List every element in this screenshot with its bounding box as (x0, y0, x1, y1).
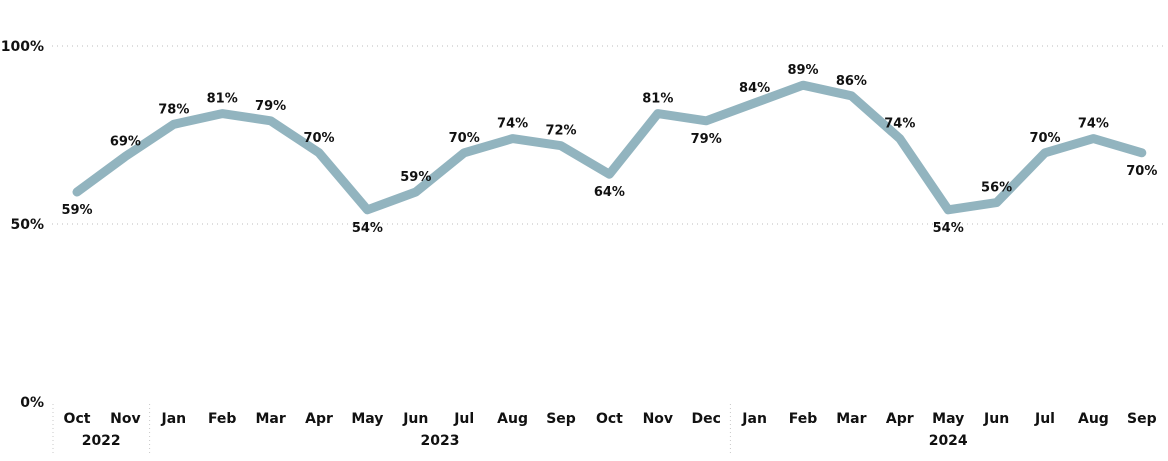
x-tick-label: Jul (1034, 411, 1055, 427)
x-tick-label: Feb (208, 411, 237, 427)
x-tick-label: May (932, 411, 964, 427)
x-tick-label: Jan (741, 411, 767, 427)
data-label: 70% (1029, 131, 1060, 146)
x-tick-label: Aug (497, 411, 528, 427)
data-label: 86% (836, 74, 867, 89)
data-label: 54% (933, 221, 964, 236)
y-tick-label: 100% (1, 39, 44, 55)
y-tick-label: 0% (20, 395, 44, 411)
data-label: 69% (110, 134, 141, 149)
x-tick-label: Apr (305, 411, 333, 427)
x-tick-label: Jun (983, 411, 1009, 427)
gridlines (52, 45, 1164, 225)
data-label: 74% (497, 117, 528, 132)
data-label: 72% (545, 124, 576, 139)
data-label: 70% (1126, 164, 1157, 179)
year-label: 2024 (929, 433, 968, 449)
data-label: 74% (884, 117, 915, 132)
data-labels: 59% 69% 78% 81% 79% 70% 54% 59% 70% 74% 72% 64% 81% 7… (61, 63, 1157, 236)
x-tick-label: Jun (402, 411, 428, 427)
x-tick-label: Sep (1127, 411, 1157, 427)
data-label: 81% (207, 92, 238, 107)
data-label: 70% (303, 131, 334, 146)
data-label: 70% (449, 131, 480, 146)
data-label: 79% (691, 132, 722, 147)
data-label: 78% (158, 102, 189, 117)
series-line (72, 80, 1147, 215)
y-axis-ticks: 0% 50% 100% (1, 39, 44, 411)
data-label: 59% (400, 170, 431, 185)
data-label: 59% (61, 203, 92, 218)
y-tick-label: 50% (10, 217, 44, 233)
x-tick-label: Mar (255, 411, 285, 427)
x-tick-label: Oct (596, 411, 623, 427)
x-tick-label: Feb (789, 411, 818, 427)
series-line-path (72, 80, 1147, 215)
x-tick-label: May (351, 411, 383, 427)
year-label: 2023 (421, 433, 460, 449)
data-label: 89% (787, 63, 818, 78)
x-tick-label: Apr (886, 411, 914, 427)
data-label: 84% (739, 81, 770, 96)
data-label: 56% (981, 181, 1012, 196)
year-label: 2022 (82, 433, 121, 449)
x-tick-label: Nov (110, 411, 140, 427)
data-label: 81% (642, 92, 673, 107)
x-tick-label: Aug (1078, 411, 1109, 427)
data-label: 74% (1078, 117, 1109, 132)
x-tick-label: Oct (64, 411, 91, 427)
x-tick-label: Mar (836, 411, 866, 427)
x-tick-label: Jan (160, 411, 186, 427)
x-tick-label: Sep (546, 411, 576, 427)
x-tick-label: Nov (643, 411, 673, 427)
data-label: 64% (594, 185, 625, 200)
data-label: 54% (352, 221, 383, 236)
data-label: 79% (255, 99, 286, 114)
x-tick-label: Jul (453, 411, 474, 427)
x-axis: Oct Nov Jan Feb Mar Apr May Jun Jul Aug Sep Oct Nov D… (52, 404, 1157, 455)
x-tick-label: Dec (691, 411, 720, 427)
